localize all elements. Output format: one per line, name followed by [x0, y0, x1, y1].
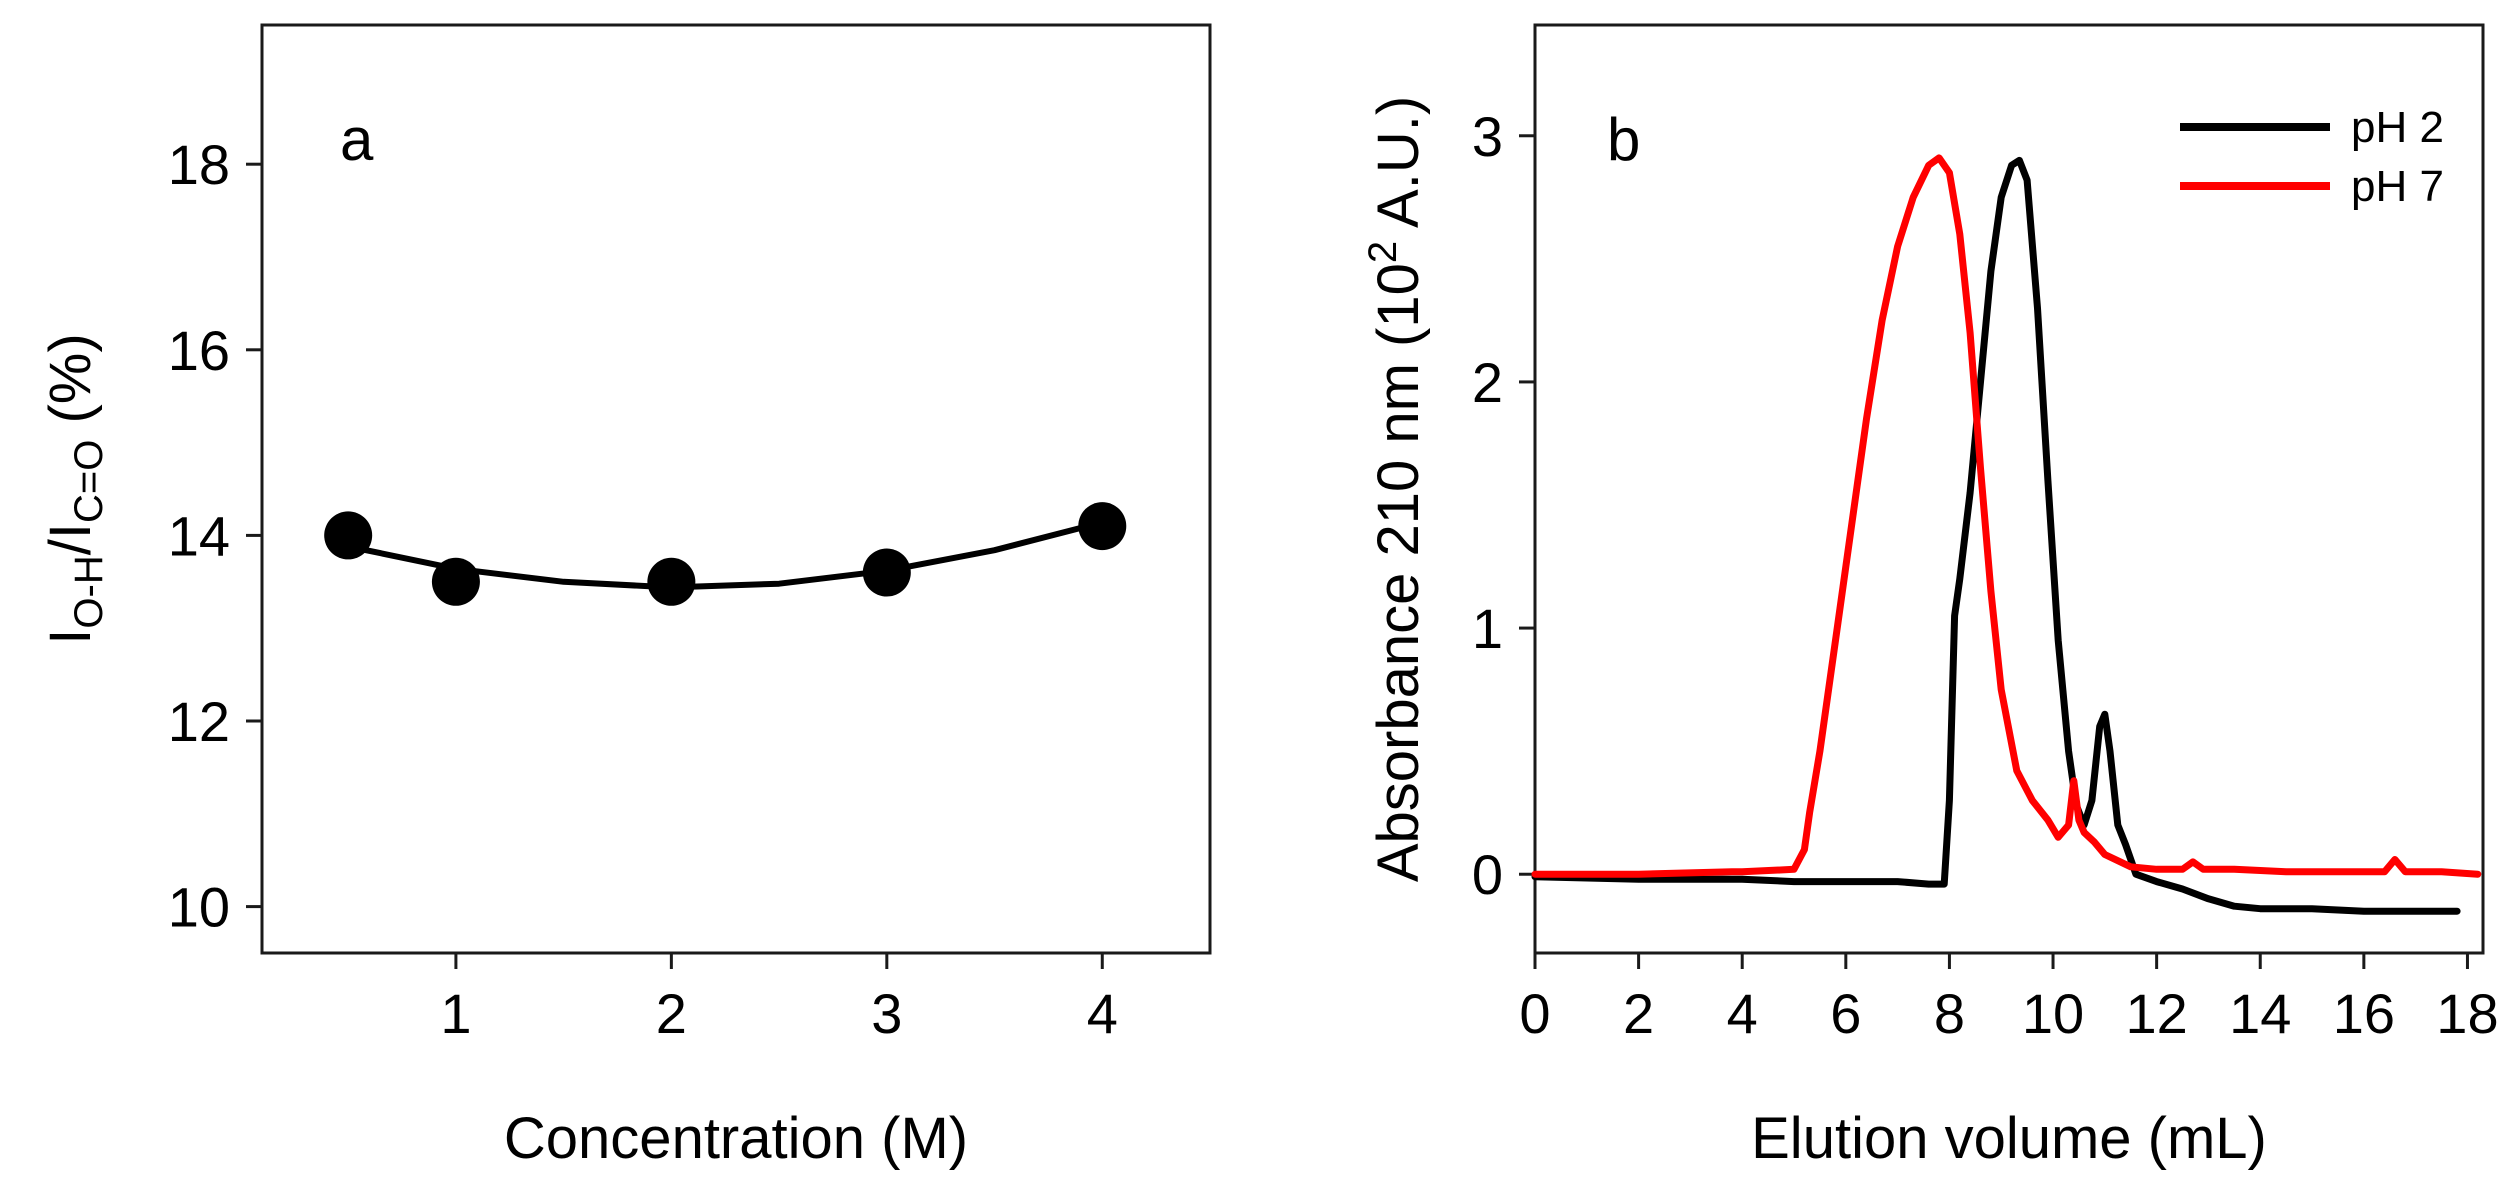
panel-a-label: a [340, 106, 374, 173]
panel-b-x-tick-label: 14 [2229, 982, 2291, 1045]
panel-a-y-tick-label: 10 [168, 876, 230, 939]
panel-b-x-tick-label: 18 [2436, 982, 2498, 1045]
panel-b-x-tick-label: 2 [1623, 982, 1654, 1045]
y-title-end: A.U.) [1366, 96, 1431, 241]
legend-label-ph7: pH 7 [2351, 162, 2444, 211]
panel-a-y-tick-label: 18 [168, 133, 230, 196]
data-point [1078, 502, 1127, 551]
legend-label-ph2: pH 2 [2351, 103, 2444, 152]
panel-b-x-axis-title: Elution volume (mL) [1751, 1106, 2267, 1171]
panel-b-y-tick-label: 3 [1472, 105, 1503, 168]
panel-b-y-axis: 0 1 2 3 [1472, 105, 1535, 906]
panel-b-y-tick-label: 1 [1472, 597, 1503, 660]
y-title-subscript-co: C=O [67, 440, 111, 523]
y-title-subscript-oh: O-H [67, 555, 111, 628]
panel-b-x-tick-label: 0 [1519, 982, 1550, 1045]
y-title-slash: / [38, 538, 103, 555]
panel-a-x-tick-label: 1 [440, 982, 471, 1045]
panel-a-y-tick-label: 12 [168, 690, 230, 753]
data-point [431, 557, 480, 606]
panel-b-label: b [1607, 106, 1640, 173]
panel-b-x-tick-label: 8 [1934, 982, 1965, 1045]
panel-b-x-tick-label: 6 [1830, 982, 1861, 1045]
panel-a-x-tick-label: 4 [1087, 982, 1118, 1045]
series-ph2-line [1531, 156, 2461, 915]
panel-a-y-tick-label: 16 [168, 319, 230, 382]
panel-b-y-tick-label: 2 [1472, 351, 1503, 414]
panel-a-x-axis: 1 2 3 4 [440, 953, 1118, 1045]
panel-a-y-tick-label: 14 [168, 504, 230, 567]
panel-b-x-tick-label: 12 [2125, 982, 2187, 1045]
panel-a-x-axis-title: Concentration (M) [504, 1106, 968, 1171]
panel-a-data-points [324, 502, 1127, 606]
y-title-superscript: 2 [1361, 241, 1405, 263]
series-ph7-line [1531, 154, 2482, 878]
panel-b-y-axis-title: Absorbance 210 nm (102 A.U.) [1361, 96, 1431, 882]
data-point [647, 557, 696, 606]
panel-b-x-tick-label: 10 [2022, 982, 2084, 1045]
panel-a-y-axis-title: IO-H/IC=O (%) [38, 333, 111, 644]
panel-b-x-tick-label: 4 [1727, 982, 1758, 1045]
panel-b-plot-frame [1533, 23, 2485, 955]
panel-a-plot-frame [260, 23, 1212, 955]
panel-a-y-axis: 10 12 14 16 18 [168, 133, 262, 939]
y-title-unit: (%) [38, 333, 103, 439]
legend: pH 2 pH 7 [2180, 103, 2444, 211]
panel-b-x-tick-label: 16 [2333, 982, 2395, 1045]
y-title-main: Absorbance 210 nm (10 [1366, 263, 1431, 882]
panel-a-x-tick-label: 2 [656, 982, 687, 1045]
y-title-intensity-1: I [38, 629, 103, 645]
panel-b-x-axis: 0 2 4 6 8 10 12 14 16 18 [1519, 953, 2499, 1045]
panel-b-y-tick-label: 0 [1472, 843, 1503, 906]
y-title-intensity-2: I [38, 523, 103, 539]
data-point [324, 511, 373, 560]
data-point [862, 548, 911, 597]
panel-a-x-tick-label: 3 [871, 982, 902, 1045]
